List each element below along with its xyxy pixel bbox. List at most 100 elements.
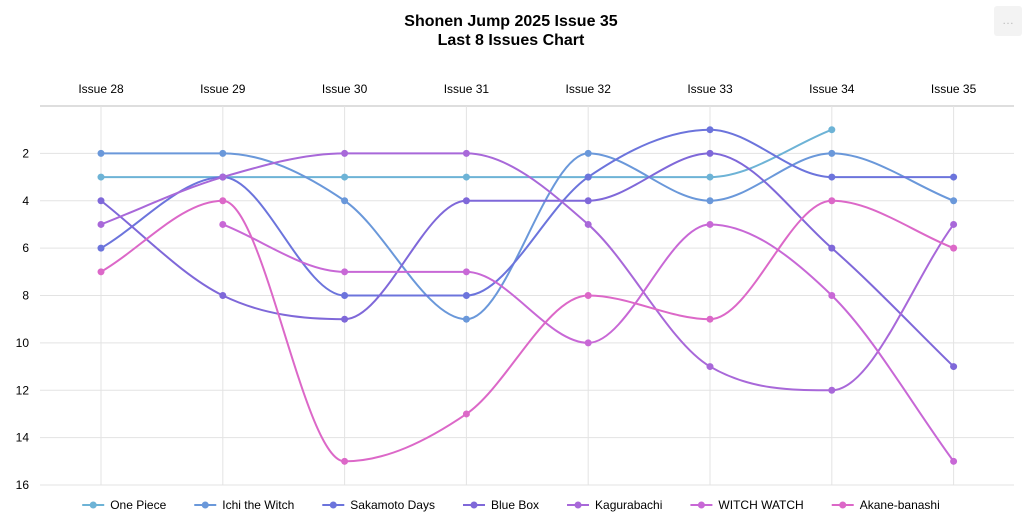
data-point[interactable]	[97, 244, 105, 252]
data-point[interactable]	[97, 149, 105, 157]
data-point[interactable]	[341, 315, 349, 323]
data-point[interactable]	[706, 315, 714, 323]
data-point[interactable]	[950, 363, 958, 371]
data-point[interactable]	[828, 244, 836, 252]
data-point[interactable]	[706, 126, 714, 134]
data-point[interactable]	[462, 315, 470, 323]
data-point[interactable]	[462, 173, 470, 181]
legend-item[interactable]: Ichi the Witch	[194, 498, 294, 512]
y-tick-label: 6	[22, 241, 29, 255]
legend-marker-point	[839, 501, 847, 509]
legend-label: One Piece	[110, 498, 166, 512]
chart-title-line-1: Shonen Jump 2025 Issue 35	[404, 13, 618, 30]
legend-marker-point	[89, 501, 97, 509]
data-point[interactable]	[219, 197, 227, 205]
data-point[interactable]	[828, 173, 836, 181]
y-tick-label: 8	[22, 289, 29, 303]
legend-label: Ichi the Witch	[222, 498, 294, 512]
data-point[interactable]	[950, 457, 958, 465]
series-line	[100, 152, 954, 321]
legend-item[interactable]: Sakamoto Days	[322, 498, 435, 512]
data-point[interactable]	[341, 173, 349, 181]
data-point[interactable]	[706, 197, 714, 205]
y-axis: 2 4 6 8 10 12 14 16	[16, 146, 30, 492]
data-point[interactable]	[584, 149, 592, 157]
legend-marker-point	[329, 501, 337, 509]
data-point[interactable]	[584, 197, 592, 205]
data-point[interactable]	[219, 292, 227, 299]
legend[interactable]: One Piece Ichi the Witch Sakamoto Days Blue…	[82, 498, 940, 512]
chart-title: Shonen Jump 2025 Issue 35 Last 8 Issues …	[0, 12, 1022, 50]
data-point[interactable]	[97, 220, 105, 228]
data-point[interactable]	[219, 173, 227, 181]
legend-item[interactable]: WITCH WATCH	[690, 498, 804, 512]
ellipsis-icon: …	[1002, 13, 1014, 27]
legend-item[interactable]: One Piece	[82, 498, 167, 512]
series-line	[100, 152, 955, 368]
legend-label: Kagurabachi	[595, 498, 662, 512]
legend-marker-point	[697, 501, 705, 509]
series-line	[100, 152, 955, 392]
data-point[interactable]	[97, 197, 105, 205]
data-point[interactable]	[584, 339, 592, 347]
data-point[interactable]	[950, 173, 958, 181]
data-point[interactable]	[341, 268, 349, 276]
data-point[interactable]	[462, 292, 470, 299]
x-tick-label: Issue 33	[687, 82, 733, 96]
legend-label: Sakamoto Days	[350, 498, 435, 512]
data-point[interactable]	[584, 173, 592, 181]
y-tick-label: 14	[16, 431, 30, 445]
data-point[interactable]	[97, 173, 105, 181]
legend-marker-point	[574, 501, 582, 509]
data-point[interactable]	[706, 220, 714, 228]
x-tick-label: Issue 28	[78, 82, 124, 96]
chart-title-line-2: Last 8 Issues Chart	[437, 32, 585, 49]
data-point[interactable]	[462, 410, 470, 418]
y-tick-label: 16	[16, 478, 30, 492]
data-point[interactable]	[462, 268, 470, 276]
data-point[interactable]	[341, 149, 349, 157]
data-point[interactable]	[584, 292, 592, 299]
data-point[interactable]	[706, 173, 714, 181]
data-point[interactable]	[828, 292, 836, 299]
legend-label: Blue Box	[491, 498, 539, 512]
data-point[interactable]	[706, 149, 714, 157]
x-axis: Issue 28 Issue 29 Issue 30 Issue 31 Issue 32…	[78, 82, 976, 96]
legend-item[interactable]: Blue Box	[462, 498, 539, 512]
series-line	[100, 199, 954, 463]
data-point[interactable]	[462, 197, 470, 205]
data-point[interactable]	[584, 220, 592, 228]
data-point[interactable]	[341, 197, 349, 205]
data-point[interactable]	[341, 457, 349, 465]
data-point[interactable]	[950, 244, 958, 252]
x-tick-label: Issue 34	[809, 82, 855, 96]
legend-marker-point	[470, 501, 478, 509]
data-point[interactable]	[706, 363, 714, 371]
data-point[interactable]	[828, 386, 836, 394]
data-point[interactable]	[219, 220, 227, 228]
series-points	[97, 126, 958, 465]
data-point[interactable]	[828, 197, 836, 205]
legend-label: WITCH WATCH	[718, 498, 803, 512]
legend-item[interactable]: Kagurabachi	[567, 498, 662, 512]
data-point[interactable]	[950, 220, 958, 228]
y-tick-label: 4	[22, 194, 29, 208]
x-tick-label: Issue 35	[931, 82, 977, 96]
data-point[interactable]	[828, 149, 836, 157]
y-tick-label: 12	[16, 383, 30, 397]
y-tick-label: 2	[22, 146, 29, 160]
data-point[interactable]	[828, 126, 836, 134]
data-point[interactable]	[219, 149, 227, 157]
grid	[40, 105, 1014, 486]
data-point[interactable]	[950, 197, 958, 205]
legend-item[interactable]: Akane-banashi	[831, 498, 940, 512]
x-tick-label: Issue 32	[566, 82, 612, 96]
data-point[interactable]	[462, 149, 470, 157]
legend-marker-point	[201, 501, 209, 509]
y-tick-label: 10	[16, 336, 30, 350]
data-point[interactable]	[97, 268, 105, 276]
chart-menu-button[interactable]: …	[994, 6, 1022, 36]
data-point[interactable]	[341, 292, 349, 299]
x-tick-label: Issue 31	[444, 82, 490, 96]
